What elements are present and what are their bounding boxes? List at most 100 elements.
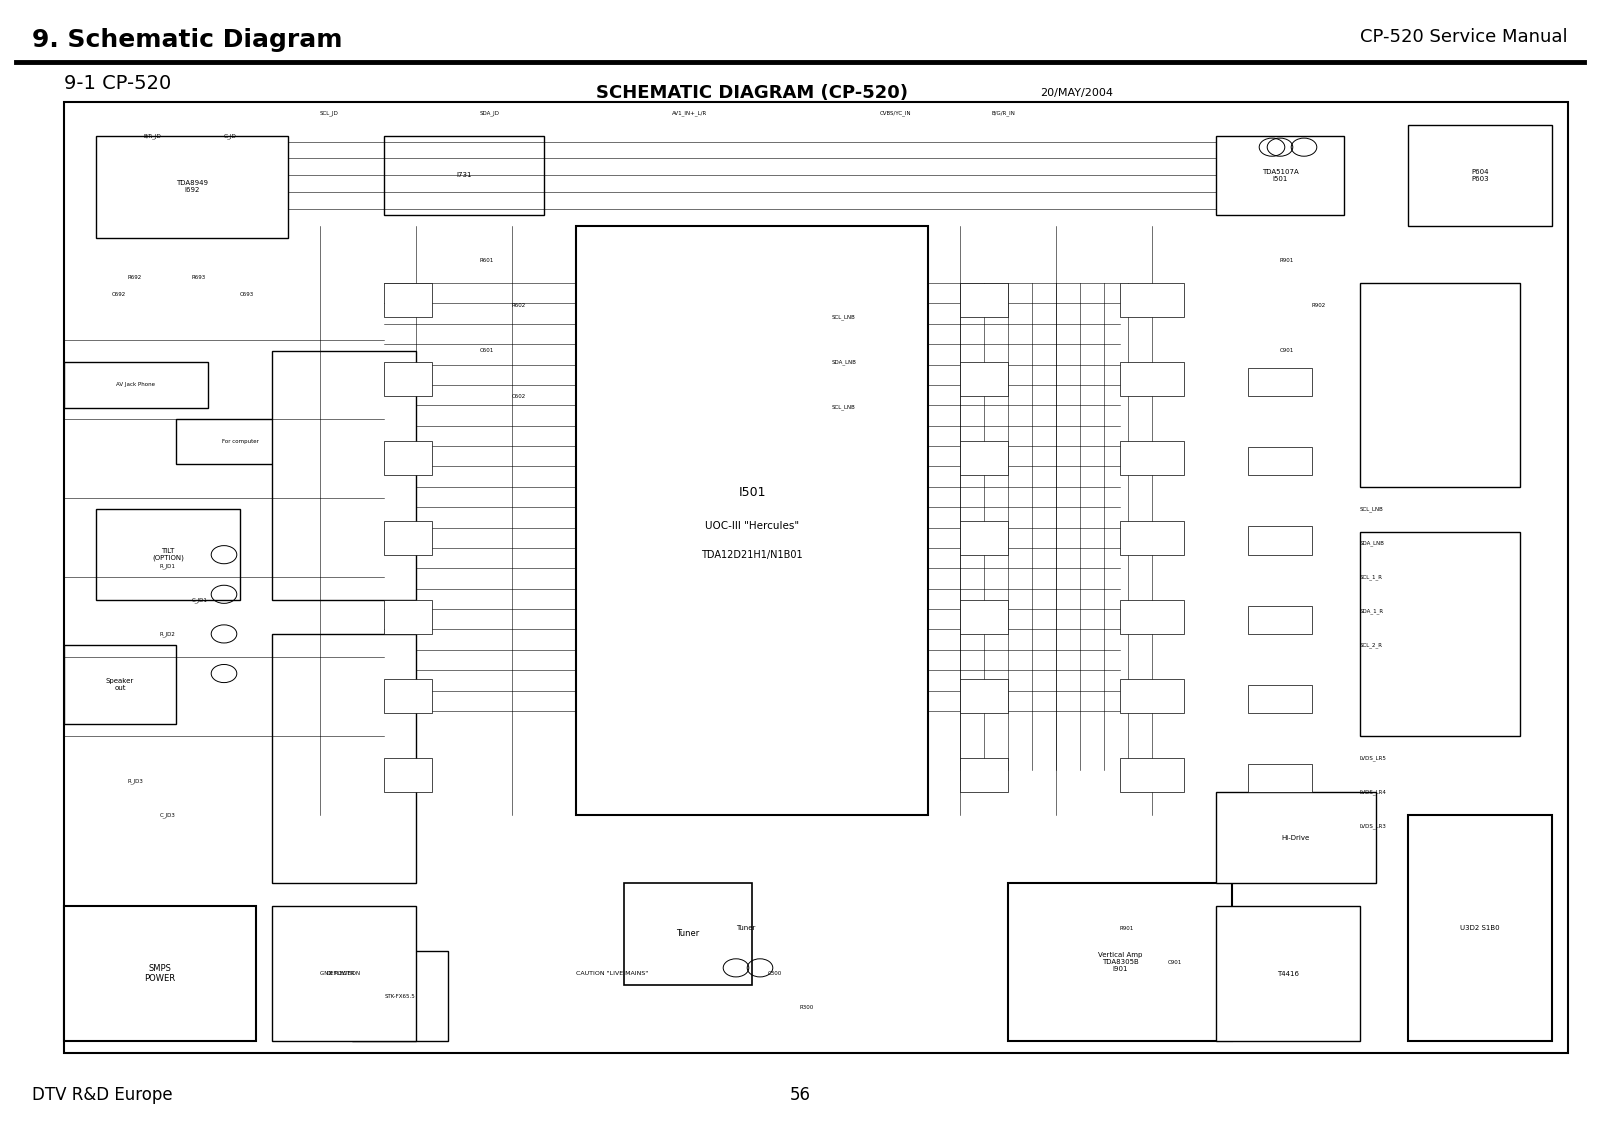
Text: STK-FX65.5: STK-FX65.5 bbox=[384, 994, 416, 998]
Text: R692: R692 bbox=[128, 275, 142, 280]
FancyBboxPatch shape bbox=[64, 645, 176, 724]
Text: TDA8949
I692: TDA8949 I692 bbox=[176, 180, 208, 194]
FancyBboxPatch shape bbox=[272, 906, 416, 1041]
FancyBboxPatch shape bbox=[960, 679, 1008, 713]
FancyBboxPatch shape bbox=[384, 758, 432, 792]
Text: R602: R602 bbox=[512, 303, 526, 308]
Text: SCL_2_R: SCL_2_R bbox=[1360, 642, 1382, 649]
Text: LVDS_LR5: LVDS_LR5 bbox=[1360, 755, 1387, 762]
Text: SCL_JD: SCL_JD bbox=[320, 110, 339, 117]
Text: R_JD3: R_JD3 bbox=[128, 778, 144, 784]
Text: CAUTION "LIVE MAINS": CAUTION "LIVE MAINS" bbox=[576, 971, 648, 976]
Text: SMPS
POWER: SMPS POWER bbox=[144, 963, 176, 984]
FancyBboxPatch shape bbox=[1248, 447, 1312, 475]
FancyBboxPatch shape bbox=[576, 226, 928, 815]
FancyBboxPatch shape bbox=[384, 283, 432, 317]
FancyBboxPatch shape bbox=[1248, 368, 1312, 396]
FancyBboxPatch shape bbox=[1120, 758, 1184, 792]
Text: SCL_LNB: SCL_LNB bbox=[1360, 506, 1384, 513]
Text: SDA_LNB: SDA_LNB bbox=[832, 359, 858, 366]
FancyBboxPatch shape bbox=[384, 362, 432, 396]
Text: CVBS/YC_IN: CVBS/YC_IN bbox=[880, 110, 912, 117]
FancyBboxPatch shape bbox=[1120, 362, 1184, 396]
Text: G_JD: G_JD bbox=[224, 132, 237, 139]
Text: SCHEMATIC DIAGRAM (CP-520): SCHEMATIC DIAGRAM (CP-520) bbox=[595, 84, 909, 102]
FancyBboxPatch shape bbox=[1360, 283, 1520, 487]
FancyBboxPatch shape bbox=[1248, 526, 1312, 555]
Text: TILT
(OPTION): TILT (OPTION) bbox=[152, 548, 184, 561]
FancyBboxPatch shape bbox=[384, 136, 544, 215]
FancyBboxPatch shape bbox=[176, 419, 304, 464]
Text: U3D2 S1B0: U3D2 S1B0 bbox=[1461, 925, 1499, 932]
FancyBboxPatch shape bbox=[384, 441, 432, 475]
Text: C901: C901 bbox=[1280, 349, 1294, 353]
Text: GND POWER: GND POWER bbox=[320, 971, 355, 976]
Text: I731: I731 bbox=[456, 172, 472, 179]
Text: C901: C901 bbox=[1168, 960, 1182, 964]
FancyBboxPatch shape bbox=[272, 351, 416, 600]
Text: T4416: T4416 bbox=[1277, 970, 1299, 977]
FancyBboxPatch shape bbox=[960, 283, 1008, 317]
Text: C300: C300 bbox=[768, 971, 782, 976]
FancyBboxPatch shape bbox=[1120, 283, 1184, 317]
Text: C_JD3: C_JD3 bbox=[160, 812, 176, 818]
Text: I501: I501 bbox=[738, 486, 766, 499]
FancyBboxPatch shape bbox=[1120, 441, 1184, 475]
FancyBboxPatch shape bbox=[96, 509, 240, 600]
FancyBboxPatch shape bbox=[1248, 764, 1312, 792]
Text: R693: R693 bbox=[192, 275, 206, 280]
FancyBboxPatch shape bbox=[960, 362, 1008, 396]
FancyBboxPatch shape bbox=[1216, 136, 1344, 215]
Text: R_JD2: R_JD2 bbox=[160, 631, 176, 637]
FancyBboxPatch shape bbox=[64, 362, 208, 408]
Text: R901: R901 bbox=[1120, 926, 1134, 931]
Text: C_JD1: C_JD1 bbox=[192, 597, 208, 603]
Text: B/G/R_IN: B/G/R_IN bbox=[992, 110, 1016, 117]
Text: SDA_JD: SDA_JD bbox=[480, 110, 499, 117]
FancyBboxPatch shape bbox=[64, 102, 1568, 1053]
FancyBboxPatch shape bbox=[1248, 606, 1312, 634]
FancyBboxPatch shape bbox=[960, 521, 1008, 555]
Text: P604
P603: P604 P603 bbox=[1470, 169, 1490, 182]
Text: TDA5107A
I501: TDA5107A I501 bbox=[1262, 169, 1298, 182]
Text: Tuner: Tuner bbox=[677, 929, 699, 938]
FancyBboxPatch shape bbox=[1120, 521, 1184, 555]
Text: For computer: For computer bbox=[221, 439, 259, 444]
FancyBboxPatch shape bbox=[352, 951, 448, 1041]
Text: TDA12D21H1/N1B01: TDA12D21H1/N1B01 bbox=[701, 550, 803, 559]
Text: CP-520 Service Manual: CP-520 Service Manual bbox=[1360, 28, 1568, 46]
Text: Tuner: Tuner bbox=[736, 925, 755, 932]
FancyBboxPatch shape bbox=[96, 136, 288, 238]
Text: 9-1 CP-520: 9-1 CP-520 bbox=[64, 74, 171, 93]
FancyBboxPatch shape bbox=[1120, 679, 1184, 713]
FancyBboxPatch shape bbox=[1408, 815, 1552, 1041]
Text: B/R_JD: B/R_JD bbox=[144, 132, 162, 139]
Text: LVDS_LR4: LVDS_LR4 bbox=[1360, 789, 1387, 796]
Text: C693: C693 bbox=[240, 292, 254, 297]
Text: UOC-III "Hercules": UOC-III "Hercules" bbox=[706, 522, 798, 531]
FancyBboxPatch shape bbox=[1008, 883, 1232, 1041]
Text: C601: C601 bbox=[480, 349, 494, 353]
Text: DTV R&D Europe: DTV R&D Europe bbox=[32, 1086, 173, 1104]
Text: SCL_1_R: SCL_1_R bbox=[1360, 574, 1382, 581]
Text: AV1_IN+_L/R: AV1_IN+_L/R bbox=[672, 110, 707, 117]
FancyBboxPatch shape bbox=[624, 883, 752, 985]
Text: SCL_LNB: SCL_LNB bbox=[832, 314, 856, 320]
Text: R601: R601 bbox=[480, 258, 494, 263]
FancyBboxPatch shape bbox=[1360, 532, 1520, 736]
Text: C692: C692 bbox=[112, 292, 126, 297]
Text: R300: R300 bbox=[800, 1005, 814, 1010]
FancyBboxPatch shape bbox=[64, 906, 256, 1041]
Text: Hi-Drive: Hi-Drive bbox=[1282, 834, 1310, 841]
FancyBboxPatch shape bbox=[1216, 792, 1376, 883]
FancyBboxPatch shape bbox=[960, 758, 1008, 792]
FancyBboxPatch shape bbox=[1216, 906, 1360, 1041]
Text: 20/MAY/2004: 20/MAY/2004 bbox=[1040, 88, 1114, 97]
Text: SDA_LNB: SDA_LNB bbox=[1360, 540, 1386, 547]
Text: Vertical Amp
TDA8305B
I901: Vertical Amp TDA8305B I901 bbox=[1098, 952, 1142, 972]
Text: 56: 56 bbox=[789, 1086, 811, 1104]
FancyBboxPatch shape bbox=[1248, 685, 1312, 713]
Text: DEFLECTION: DEFLECTION bbox=[326, 971, 362, 976]
Text: LVDS_LR3: LVDS_LR3 bbox=[1360, 823, 1387, 830]
Text: AV Jack Phone: AV Jack Phone bbox=[117, 383, 155, 387]
